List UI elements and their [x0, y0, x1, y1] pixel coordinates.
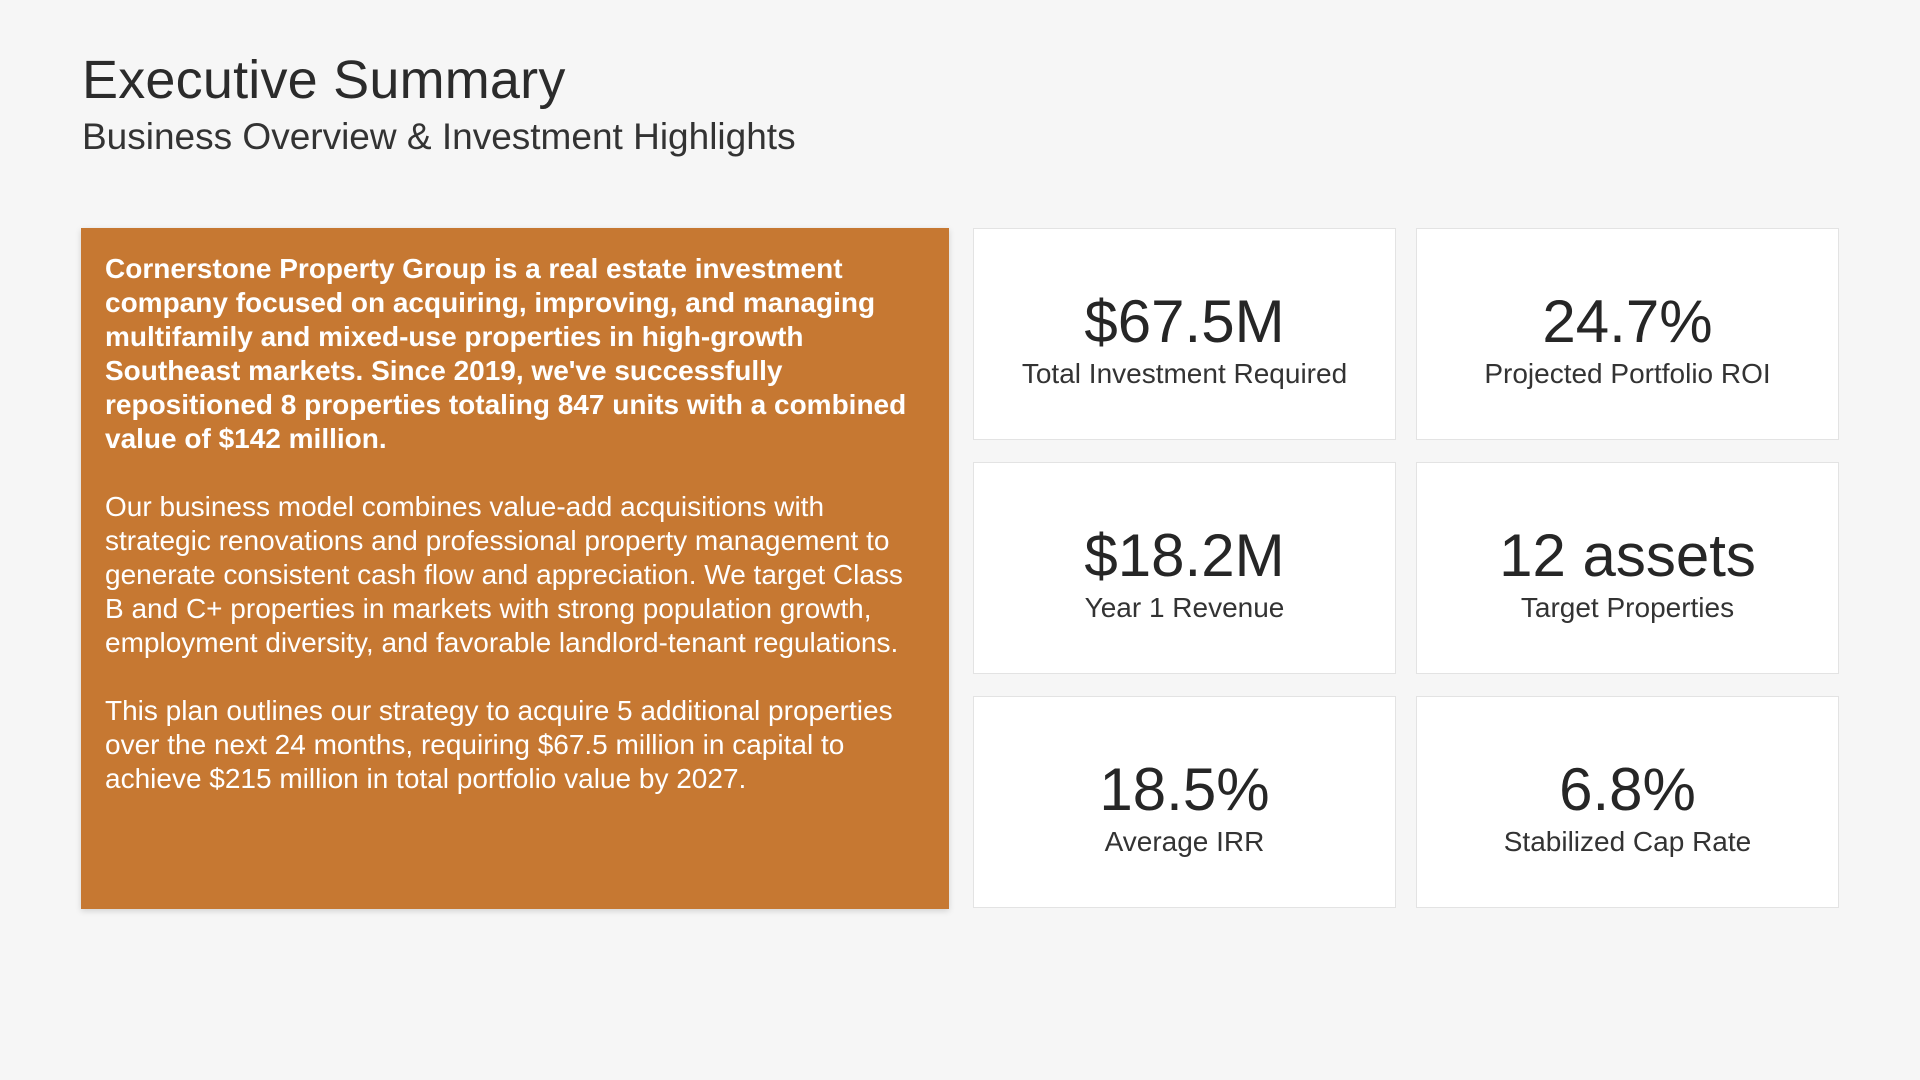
metric-value: $18.2M	[1084, 522, 1285, 589]
metric-card-year1-revenue: $18.2M Year 1 Revenue	[973, 462, 1396, 674]
metric-label: Average IRR	[1104, 826, 1265, 857]
metric-value: $67.5M	[1084, 288, 1285, 355]
metric-value: 18.5%	[1099, 756, 1270, 823]
slide-header: Executive Summary Business Overview & In…	[82, 48, 796, 160]
metric-label: Year 1 Revenue	[1084, 592, 1285, 623]
page-subtitle: Business Overview & Investment Highlight…	[82, 116, 796, 157]
metric-card-average-irr: 18.5% Average IRR	[973, 696, 1396, 908]
metric-label: Stabilized Cap Rate	[1503, 826, 1752, 857]
metric-label: Target Properties	[1520, 592, 1735, 623]
metric-label: Total Investment Required	[1021, 358, 1348, 389]
metric-value: 24.7%	[1542, 288, 1713, 355]
page-title: Executive Summary	[82, 50, 566, 110]
overview-paragraph-business-model: Our business model combines value-add ac…	[105, 491, 903, 658]
investment-highlights-grid: $67.5M Total Investment Required 24.7% P…	[973, 228, 1839, 909]
metric-card-portfolio-roi: 24.7% Projected Portfolio ROI	[1416, 228, 1839, 440]
metric-value: 12 assets	[1499, 522, 1756, 589]
metric-card-cap-rate: 6.8% Stabilized Cap Rate	[1416, 696, 1839, 908]
overview-paragraph-plan: This plan outlines our strategy to acqui…	[105, 695, 893, 794]
metric-card-target-properties: 12 assets Target Properties	[1416, 462, 1839, 674]
business-overview-panel: Cornerstone Property Group is a real est…	[81, 228, 949, 909]
metric-label: Projected Portfolio ROI	[1484, 358, 1771, 389]
metric-value: 6.8%	[1559, 756, 1696, 823]
metric-card-total-investment: $67.5M Total Investment Required	[973, 228, 1396, 440]
overview-paragraph-company: Cornerstone Property Group is a real est…	[105, 253, 907, 454]
